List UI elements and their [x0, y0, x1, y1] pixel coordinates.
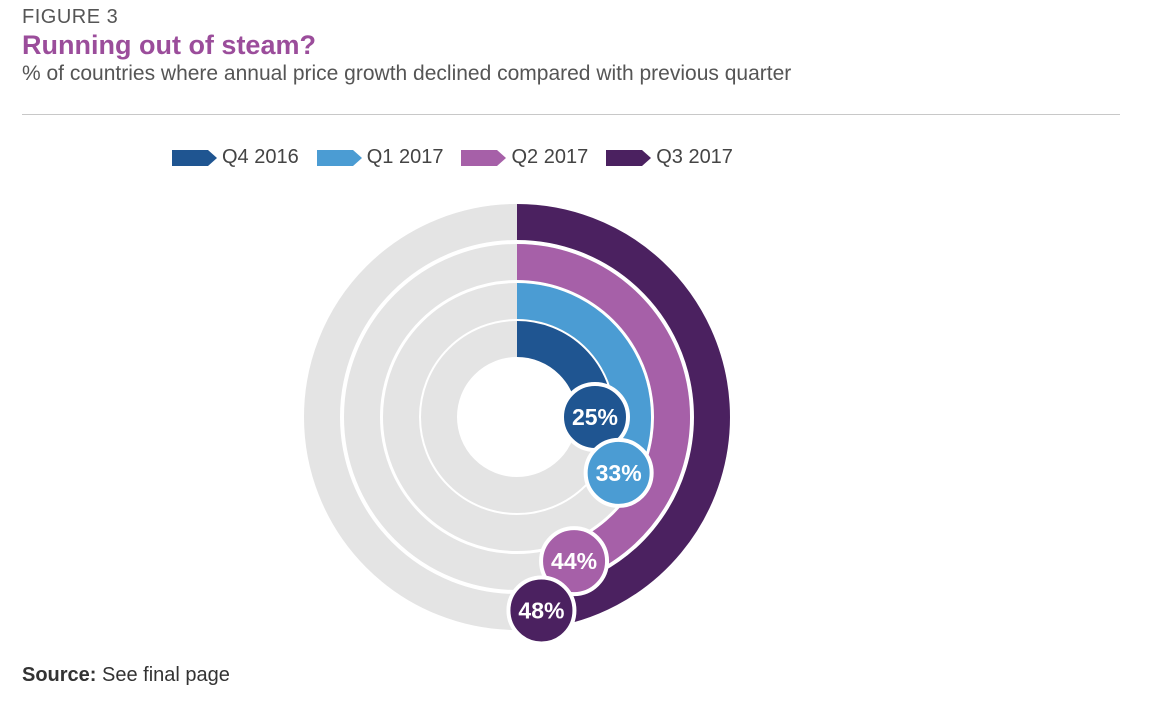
legend-label-q2-2017: Q2 2017 [511, 146, 589, 168]
source-text: See final page [102, 664, 230, 686]
legend-arrow-q1-2017 [316, 149, 362, 166]
value-label-q1-2017: 33% [596, 460, 642, 486]
legend-swatch-q4-2016 [172, 148, 218, 168]
badge-q3-2017 [506, 575, 577, 646]
legend-arrow-q4-2016 [172, 149, 217, 166]
legend-swatch-q3-2017 [606, 148, 652, 168]
legend-arrow-q3-2017 [606, 149, 652, 166]
source-note: Source: See final page [22, 664, 230, 687]
badge-q1-2017 [583, 437, 654, 508]
source-label: Source: [22, 664, 97, 686]
legend-label-q4-2016: Q4 2016 [222, 146, 299, 168]
arc-q2-2017 [516, 244, 691, 578]
legend-label-q3-2017: Q3 2017 [656, 146, 733, 168]
legend-item-q2-2017: Q2 2017 [461, 146, 588, 169]
legend-label-q1-2017: Q1 2017 [366, 146, 444, 168]
legend-item-q4-2016: Q4 2016 [172, 146, 299, 169]
chart-title: Running out of steam? [22, 30, 316, 60]
value-label-q2-2017: 44% [551, 548, 597, 574]
arc-q3-2017 [516, 204, 730, 629]
chart-subtitle: % of countries where annual price growth… [22, 62, 792, 85]
divider [22, 114, 1120, 115]
figure-label: FIGURE 3 [22, 6, 119, 28]
legend: Q4 2016 Q1 2017 Q2 2017 Q3 2017 [172, 146, 751, 169]
legend-item-q3-2017: Q3 2017 [606, 146, 733, 169]
badge-q2-2017 [539, 526, 610, 597]
value-label-q3-2017: 48% [518, 597, 564, 623]
legend-arrow-q2-2017 [461, 149, 507, 166]
value-label-q4-2016: 25% [572, 404, 618, 430]
legend-swatch-q1-2017 [316, 148, 363, 168]
legend-swatch-q2-2017 [461, 148, 507, 168]
legend-item-q1-2017: Q1 2017 [316, 146, 444, 169]
